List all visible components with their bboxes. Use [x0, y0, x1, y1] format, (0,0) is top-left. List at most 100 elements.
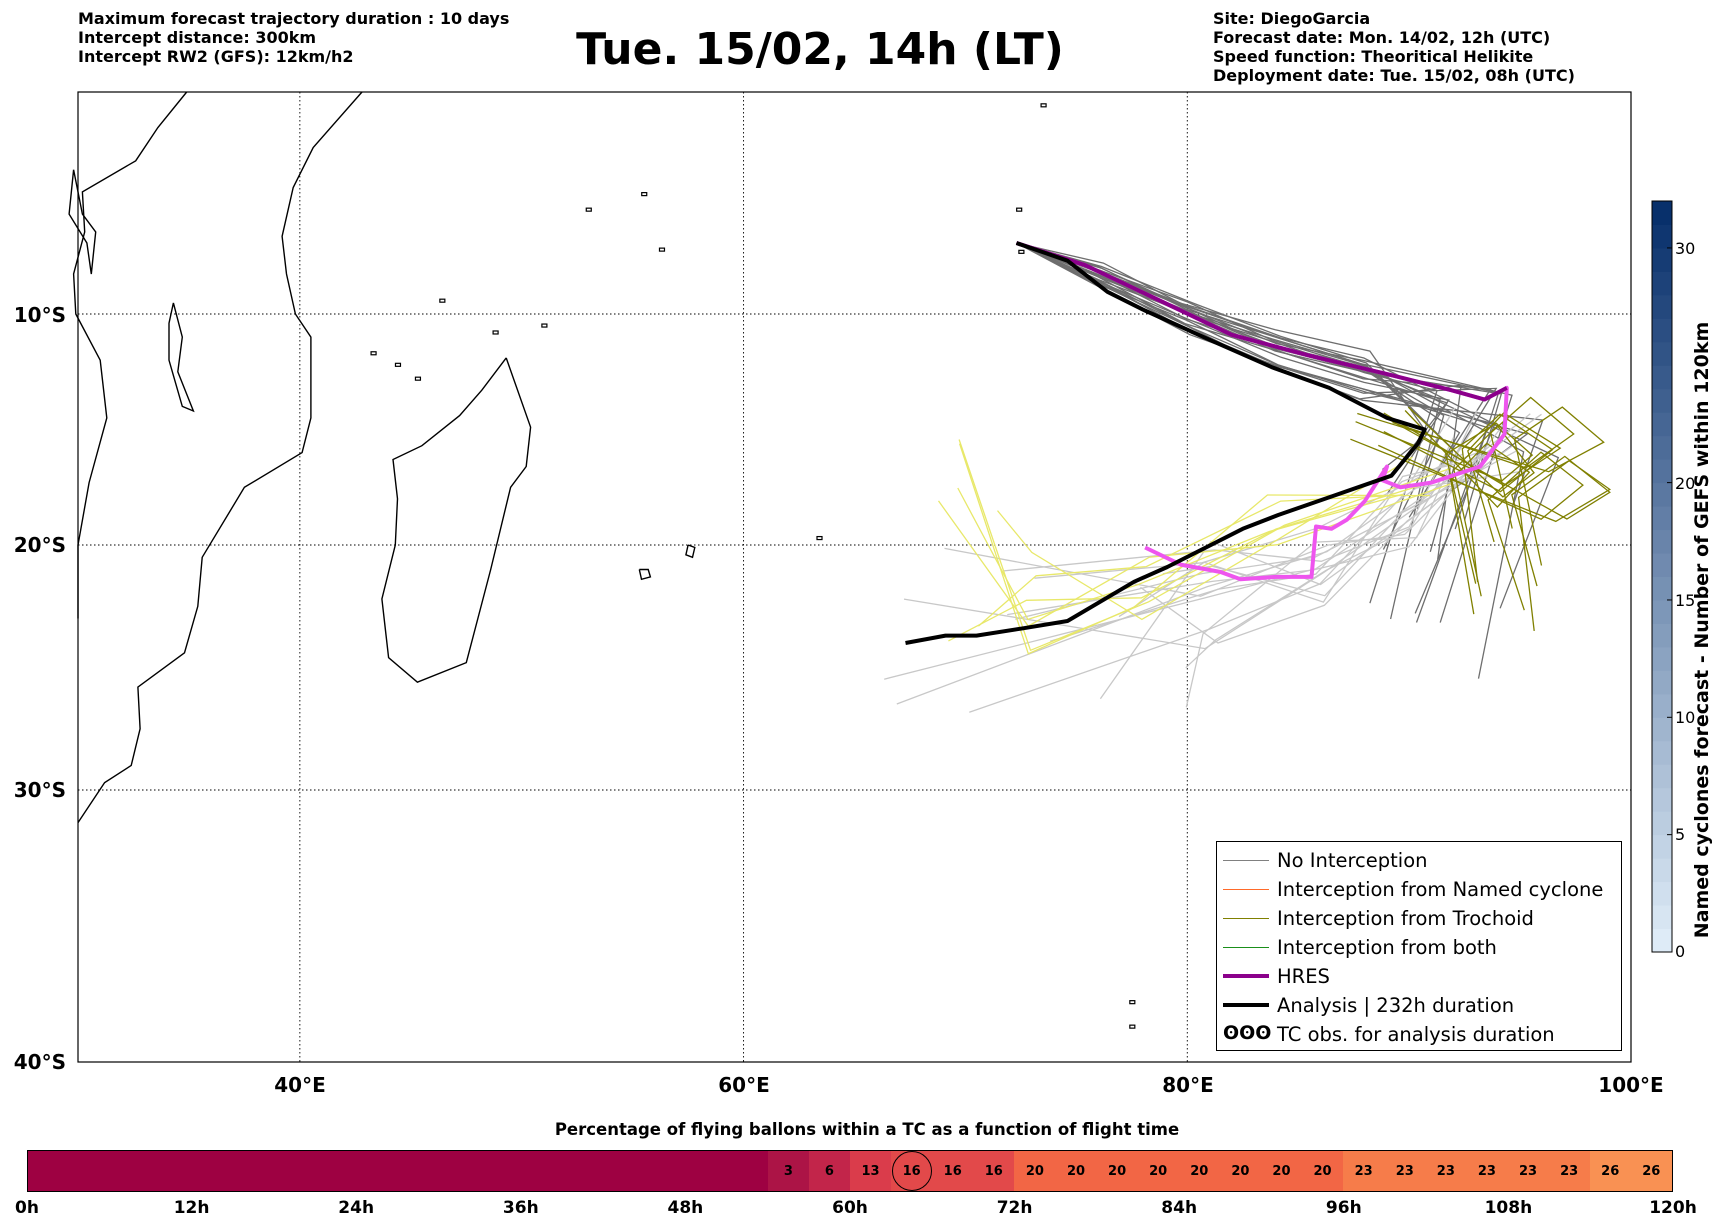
percentage-bar-tick-label: 60h [832, 1198, 868, 1218]
track-yellow [948, 484, 1422, 642]
colorbar-step [1652, 740, 1672, 765]
percentage-value: 26 [1601, 1163, 1620, 1179]
percentage-segment [28, 1151, 768, 1191]
track-no-interception [1016, 242, 1449, 495]
legend-swatch [1223, 889, 1269, 890]
percentage-segment: 20 [1096, 1151, 1138, 1191]
colorbar-step [1652, 412, 1672, 437]
legend-item-named-cyclone: Interception from Named cyclone [1217, 875, 1621, 904]
colorbar-step [1652, 482, 1672, 507]
param-duration: Maximum forecast trajectory duration : 1… [78, 9, 510, 28]
island [541, 323, 548, 328]
percentage-segment: 20 [1302, 1151, 1344, 1191]
colorbar-step [1652, 576, 1672, 601]
island [492, 330, 499, 335]
percentage-value: 6 [824, 1163, 834, 1179]
island [1018, 249, 1025, 254]
island [1040, 103, 1047, 108]
percentage-bar-tick-label: 84h [1161, 1198, 1198, 1218]
colorbar-step [1652, 623, 1672, 648]
legend-item-trochoid: Interception from Trochoid [1217, 904, 1621, 933]
percentage-value: 16 [943, 1163, 962, 1179]
legend-label: No Interception [1277, 849, 1428, 872]
track-no-interception [1016, 242, 1503, 521]
percentage-value: 20 [1108, 1163, 1127, 1179]
colorbar-step [1652, 858, 1672, 883]
percentage-segment: 20 [1055, 1151, 1097, 1191]
percentage-segment: 23 [1548, 1151, 1590, 1191]
legend-swatch [1223, 860, 1269, 861]
track-no-interception-light [1185, 429, 1473, 669]
island [1129, 1000, 1136, 1005]
colorbar-step [1652, 506, 1672, 531]
legend-swatch [1223, 1003, 1269, 1007]
percentage-value: 3 [783, 1163, 793, 1179]
lon-label-80e: 80°E [1162, 1073, 1214, 1097]
colorbar-tick-5: 5 [1675, 825, 1686, 844]
percentage-bar-tick-label: 0h [15, 1198, 39, 1218]
coastlines [68, 91, 1136, 1029]
site-name: Site: DiegoGarcia [1213, 9, 1371, 28]
percentage-segment: 26 [1630, 1151, 1672, 1191]
colorbar-tick-15: 15 [1675, 591, 1696, 610]
colorbar-frame [1651, 200, 1673, 953]
percentage-value: 13 [861, 1163, 880, 1179]
lat-label-20s: 20°S [13, 533, 66, 557]
track-trochoid [1357, 406, 1605, 566]
colorbar-step [1652, 201, 1672, 225]
island [414, 376, 422, 381]
colorbar-tick-0: 0 [1675, 942, 1686, 961]
track-trochoid [1407, 406, 1535, 597]
colorbar-step [1652, 388, 1672, 413]
track-trochoid [1370, 408, 1611, 587]
lat-label-30s: 30°S [13, 778, 66, 802]
colorbar-step [1652, 787, 1672, 812]
percentage-bar-tick-label: 48h [667, 1198, 704, 1218]
percentage-value: 23 [1354, 1163, 1373, 1179]
percentage-value: 20 [1231, 1163, 1250, 1179]
colorbar-step [1652, 247, 1672, 272]
percentage-value: 23 [1395, 1163, 1414, 1179]
track-yellow [996, 456, 1413, 621]
deployment-date: Deployment date: Tue. 15/02, 08h (UTC) [1213, 66, 1575, 85]
legend-swatch [1223, 918, 1269, 919]
island [439, 298, 446, 303]
param-intercept-distance: Intercept distance: 300km [78, 28, 317, 47]
island [585, 207, 592, 212]
percentage-segment: 23 [1425, 1151, 1467, 1191]
percentage-segment: 23 [1507, 1151, 1549, 1191]
tc-obs-glyph: ʘʘʘ [1223, 1022, 1272, 1044]
colorbar-step [1652, 271, 1672, 296]
colorbar-step [1652, 670, 1672, 695]
percentage-value: 23 [1436, 1163, 1455, 1179]
percentage-segment: 20 [1260, 1151, 1303, 1191]
island [658, 247, 666, 252]
legend-swatch [1223, 974, 1269, 978]
colorbar [1651, 200, 1673, 953]
colorbar-step [1652, 646, 1672, 671]
coast-mauritius [685, 544, 696, 559]
track-no-interception-light [1003, 437, 1455, 572]
colorbar-tick-10: 10 [1675, 708, 1696, 727]
percentage-bar-tick-label: 72h [996, 1198, 1033, 1218]
track-yellow [958, 439, 1449, 652]
colorbar-step [1652, 834, 1672, 859]
colorbar-tick-30: 30 [1675, 239, 1696, 258]
colorbar-step [1652, 341, 1672, 366]
coast-africa [72, 91, 188, 619]
current-time-marker [891, 1151, 932, 1191]
colorbar-step [1652, 459, 1672, 484]
colorbar-step [1652, 881, 1672, 906]
track-no-interception-light [944, 426, 1514, 597]
percentage-bar-tick-label: 12h [173, 1198, 210, 1218]
percentage-bar-tick-label: 24h [338, 1198, 375, 1218]
track-analysis [905, 241, 1427, 645]
page-title: Tue. 15/02, 14h (LT) [576, 24, 1064, 75]
colorbar-step [1652, 435, 1672, 460]
island [816, 535, 823, 541]
percentage-value: 16 [984, 1163, 1003, 1179]
percentage-segment: 20 [1137, 1151, 1179, 1191]
lon-label-40e: 40°E [274, 1073, 326, 1097]
legend-label: Interception from Named cyclone [1277, 878, 1604, 901]
percentage-value: 23 [1477, 1163, 1496, 1179]
